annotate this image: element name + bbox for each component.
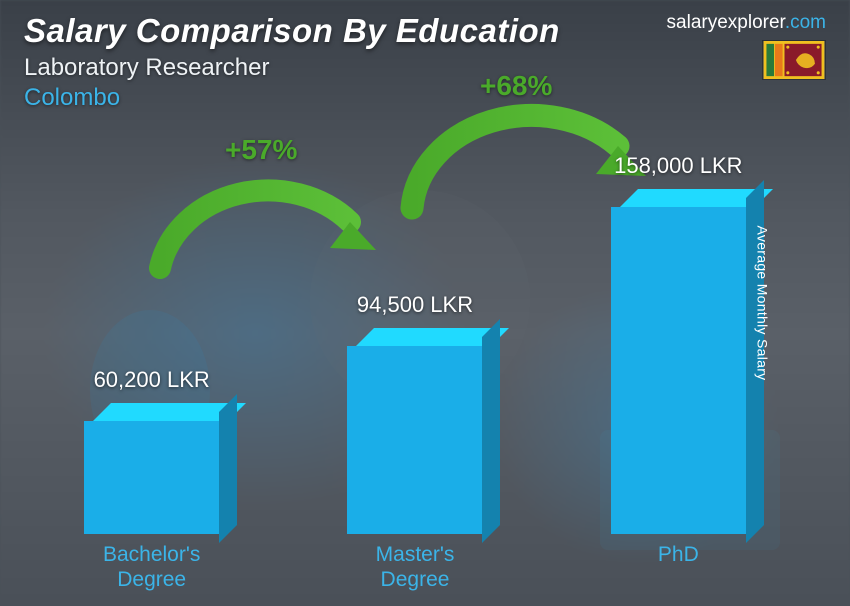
- page-title: Salary Comparison By Education: [24, 12, 560, 50]
- bar: [611, 189, 746, 534]
- bar-group: 94,500 LKR: [303, 292, 526, 534]
- x-axis-label: Master'sDegree: [303, 542, 526, 598]
- header: Salary Comparison By Education Laborator…: [24, 12, 826, 112]
- bar-value-label: 158,000 LKR: [614, 153, 742, 179]
- x-axis-label: Bachelor'sDegree: [40, 542, 263, 598]
- bar: [347, 328, 482, 534]
- bar: [84, 403, 219, 534]
- y-axis-label: Average Monthly Salary: [755, 226, 771, 381]
- brand-logo: salaryexplorer.com: [667, 12, 826, 34]
- increase-pct-2: +68%: [480, 70, 552, 102]
- bar-value-label: 94,500 LKR: [357, 292, 473, 318]
- x-axis-label: PhD: [567, 542, 790, 598]
- bar-chart: 60,200 LKR94,500 LKR158,000 LKR: [40, 174, 790, 534]
- increase-pct-1: +57%: [225, 134, 297, 166]
- bar-value-label: 60,200 LKR: [94, 367, 210, 393]
- flag-icon: [762, 40, 826, 80]
- x-axis-labels: Bachelor'sDegree Master'sDegree PhD: [40, 542, 790, 598]
- bar-group: 60,200 LKR: [40, 367, 263, 534]
